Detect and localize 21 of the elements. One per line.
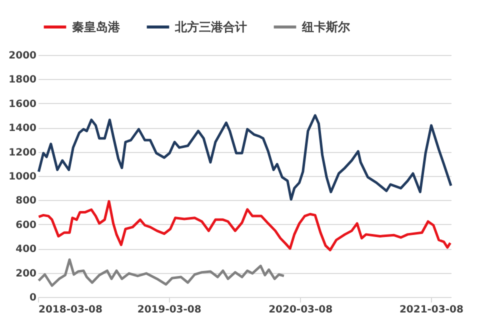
y-tick-label: 1600 [8,98,37,110]
y-tick-label: 2000 [8,50,37,62]
y-tick-label: 400 [16,244,37,256]
x-tick-label: 2020-03-08 [268,304,333,316]
y-tick-label: 1200 [8,147,37,158]
x-tick-label: 2018-03-08 [38,304,103,316]
x-tick-label: 2019-03-08 [137,304,202,316]
y-tick-label: 1000 [8,172,37,182]
line-series [37,258,286,287]
y-tick-label: 0 [30,292,37,304]
line-series [37,200,452,252]
y-tick-label: 1400 [8,123,37,134]
x-tick-label: 2021-03-08 [399,304,464,316]
line-series [37,114,452,201]
y-tick-label: 800 [16,196,37,207]
legend-label: 北方三港合计 [174,20,247,34]
legend-label: 秦皇岛港 [72,20,121,34]
y-tick-label: 1800 [8,74,37,86]
y-tick-label: 600 [16,220,37,231]
legend-label: 纽卡斯尔 [301,20,351,34]
y-tick-label: 200 [16,268,37,280]
